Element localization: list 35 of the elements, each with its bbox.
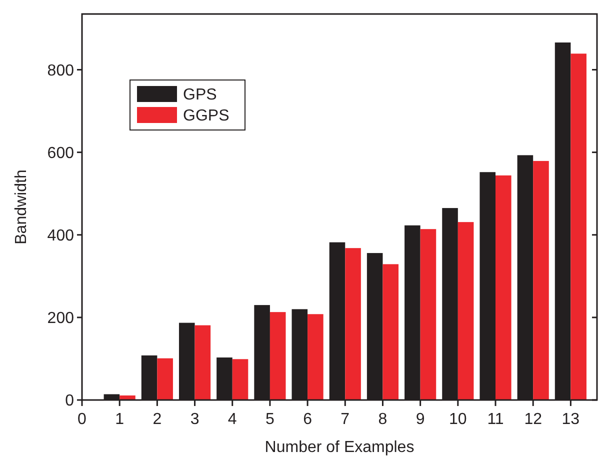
y-tick-label: 0 <box>65 392 74 410</box>
bar <box>533 160 549 400</box>
y-axis-title: Bandwidth <box>13 170 30 244</box>
y-tick-label: 800 <box>47 62 74 80</box>
x-tick-label: 0 <box>78 411 87 428</box>
x-tick-label: 7 <box>340 411 350 428</box>
x-tick-label: 13 <box>562 411 580 428</box>
legend-label: GGPS <box>183 108 230 125</box>
x-axis-title: Number of Examples <box>264 439 414 456</box>
x-tick-label: 6 <box>303 411 312 428</box>
y-tick-label: 400 <box>47 227 74 244</box>
bar <box>308 314 324 400</box>
bar <box>232 359 248 400</box>
x-tick-label: 1 <box>115 411 124 428</box>
x-tick-label: 4 <box>228 411 237 428</box>
x-tick-label: 5 <box>266 411 275 428</box>
y-tick-label: 600 <box>47 144 74 162</box>
x-tick-label: 9 <box>416 411 425 428</box>
bar <box>382 264 399 400</box>
x-tick-label: 10 <box>449 411 467 428</box>
x-tick-label: 3 <box>190 411 200 428</box>
y-tick-label: 200 <box>47 310 74 328</box>
legend-label: GPS <box>183 86 217 104</box>
bar <box>157 358 173 400</box>
x-tick-label: 12 <box>524 411 542 428</box>
bar <box>270 312 286 400</box>
bar <box>458 222 474 400</box>
bar <box>496 175 512 400</box>
bar <box>345 248 361 400</box>
bar <box>570 54 586 400</box>
x-tick-label: 11 <box>487 411 504 428</box>
bar <box>194 325 211 400</box>
bar <box>420 229 436 400</box>
x-tick-label: 2 <box>152 411 162 428</box>
x-tick-label: 8 <box>378 411 388 428</box>
